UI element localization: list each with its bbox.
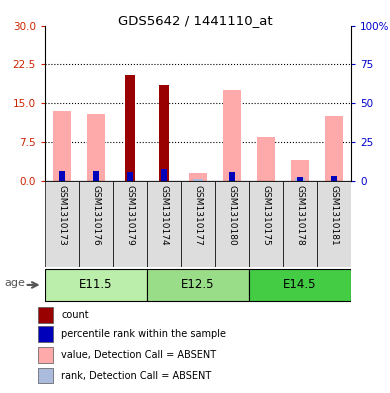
Text: GSM1310173: GSM1310173: [57, 185, 66, 246]
Bar: [223, 90, 241, 181]
Bar: [93, 171, 99, 181]
Bar: [291, 160, 309, 181]
Bar: [331, 176, 337, 181]
Text: GSM1310180: GSM1310180: [227, 185, 236, 246]
Bar: [283, 181, 317, 267]
Bar: [45, 269, 147, 301]
Text: rank, Detection Call = ABSENT: rank, Detection Call = ABSENT: [61, 371, 211, 380]
Bar: [324, 116, 343, 181]
Bar: [229, 172, 235, 181]
Bar: [87, 114, 105, 181]
Bar: [53, 111, 71, 181]
Text: count: count: [61, 310, 89, 320]
Bar: [113, 181, 147, 267]
Bar: [257, 137, 275, 181]
Bar: [249, 269, 351, 301]
Bar: [297, 177, 303, 181]
Text: value, Detection Call = ABSENT: value, Detection Call = ABSENT: [61, 350, 216, 360]
Text: E14.5: E14.5: [283, 278, 317, 291]
Bar: [147, 269, 249, 301]
Bar: [159, 85, 168, 181]
Bar: [38, 307, 53, 323]
Bar: [161, 169, 167, 181]
Bar: [317, 181, 351, 267]
Text: GSM1310175: GSM1310175: [261, 185, 270, 246]
Bar: [125, 75, 135, 181]
Bar: [181, 181, 215, 267]
Text: GSM1310179: GSM1310179: [126, 185, 135, 246]
Text: GSM1310174: GSM1310174: [160, 185, 168, 246]
Bar: [249, 181, 283, 267]
Bar: [295, 178, 305, 181]
Text: percentile rank within the sample: percentile rank within the sample: [61, 329, 226, 339]
Text: GSM1310181: GSM1310181: [330, 185, 339, 246]
Text: GSM1310177: GSM1310177: [193, 185, 202, 246]
Bar: [38, 347, 53, 363]
Bar: [45, 181, 79, 267]
Text: GDS5642 / 1441110_at: GDS5642 / 1441110_at: [118, 14, 272, 27]
Bar: [147, 181, 181, 267]
Text: GSM1310176: GSM1310176: [91, 185, 100, 246]
Text: E12.5: E12.5: [181, 278, 215, 291]
Text: age: age: [4, 278, 25, 288]
Text: E11.5: E11.5: [79, 278, 113, 291]
Bar: [215, 181, 249, 267]
Bar: [38, 326, 53, 342]
Bar: [38, 368, 53, 383]
Bar: [189, 173, 207, 181]
Bar: [127, 172, 133, 181]
Bar: [59, 171, 65, 181]
Bar: [193, 179, 203, 181]
Bar: [79, 181, 113, 267]
Text: GSM1310178: GSM1310178: [296, 185, 305, 246]
